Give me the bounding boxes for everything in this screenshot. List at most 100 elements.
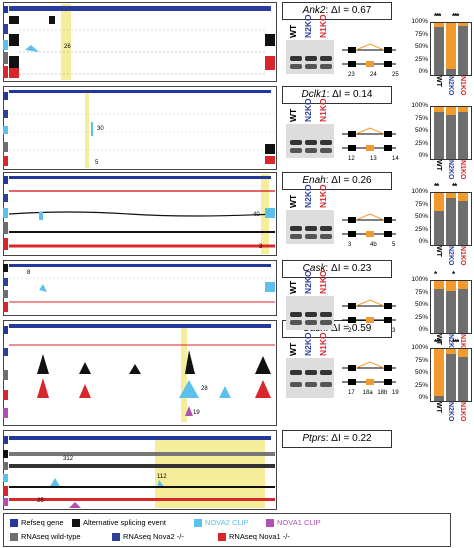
bar-chart xyxy=(430,280,472,334)
exon-label: 13 xyxy=(370,156,377,162)
track-panel-cask-1: 8 xyxy=(3,260,277,316)
panel-title-ptprs: Ptprs: ΔI = 0.22 xyxy=(282,430,392,448)
legend: Refseq gene Alternative splicing event N… xyxy=(3,513,451,547)
exon-diagram: 17 18a 18b 19 xyxy=(342,361,399,396)
bar xyxy=(446,349,456,401)
y-tick-label: 0% xyxy=(418,326,428,333)
peak-label: 112 xyxy=(157,474,167,480)
coverage-tracks xyxy=(9,16,275,78)
exon-label: 3 xyxy=(348,242,352,248)
peak-label: 40 xyxy=(253,212,260,218)
refseq-strip xyxy=(9,6,271,11)
lane-label-wt: WT xyxy=(288,194,298,208)
significance-stars: ** xyxy=(452,182,457,191)
lane-label-n2ko: N2KO xyxy=(303,98,313,122)
x-label-wt: WT xyxy=(435,76,442,87)
y-tick-label: 100% xyxy=(411,344,428,351)
y-tick-label: 50% xyxy=(414,43,428,50)
exon-label: 5 xyxy=(392,242,396,248)
y-tick-label: 0% xyxy=(418,68,428,75)
highlight-band xyxy=(61,4,71,80)
bar xyxy=(446,107,456,159)
y-tick-label: 75% xyxy=(414,200,428,208)
exon-label: 17 xyxy=(348,390,355,396)
bar xyxy=(446,23,456,75)
significance-stars: *** xyxy=(452,12,459,21)
significance-stars: *** xyxy=(452,338,459,347)
peak-label: 25 xyxy=(37,498,44,504)
peak-label: 5 xyxy=(95,160,99,166)
exon-label: 24 xyxy=(370,72,377,78)
y-tick-label: 25% xyxy=(414,225,428,233)
bar xyxy=(458,349,468,401)
significance-stars: * xyxy=(434,270,437,279)
legend-nova2: RNAseq Nova2 -/- xyxy=(112,532,184,541)
lane-label-n1ko: N1KO xyxy=(318,184,328,208)
lane-label-wt: WT xyxy=(288,342,298,356)
peak-label: 3 xyxy=(259,244,263,250)
track-panel-ank2: 26 xyxy=(3,2,277,82)
gel-image xyxy=(286,210,334,244)
bar xyxy=(458,281,468,333)
bar xyxy=(446,193,456,245)
lane-label-n1ko: N1KO xyxy=(318,98,328,122)
peak-label: 312 xyxy=(63,456,74,462)
y-tick-label: 25% xyxy=(414,381,428,389)
legend-alt: Alternative splicing event xyxy=(72,518,166,527)
x-label-n2ko: N2KO xyxy=(447,402,454,422)
panel-title-dclk1: Dclk1: ΔI = 0.14 xyxy=(282,86,392,104)
panel-title-enah: Enah: ΔI = 0.26 xyxy=(282,172,392,190)
legend-refseq: Refseq gene xyxy=(10,518,64,527)
bar-chart xyxy=(430,348,472,402)
significance-stars: *** xyxy=(434,338,441,347)
bar xyxy=(458,193,468,245)
lane-label-n1ko: N1KO xyxy=(318,14,328,38)
lane-label-n2ko: N2KO xyxy=(303,184,313,208)
bar xyxy=(434,107,444,159)
gel-image xyxy=(286,124,334,158)
lane-label-wt: WT xyxy=(288,280,298,294)
exon-label: 3 xyxy=(392,328,396,334)
y-tick-label: 0% xyxy=(418,394,428,401)
significance-stars: ** xyxy=(434,182,439,191)
exon-label: 18b xyxy=(377,390,388,396)
panel-title-ank2: Ank2: ΔI = 0.67 xyxy=(282,2,392,20)
y-tick-label: 25% xyxy=(414,55,428,63)
peak-label: 30 xyxy=(97,126,104,132)
bar xyxy=(458,107,468,159)
y-tick-label: 75% xyxy=(414,356,428,364)
x-label-n1ko: N1KO xyxy=(459,160,466,180)
lane-label-wt: WT xyxy=(288,108,298,122)
x-label-wt: WT xyxy=(435,160,442,171)
gel-image xyxy=(286,296,334,330)
y-tick-label: 75% xyxy=(414,30,428,38)
bar xyxy=(434,281,444,333)
exon-label: 18a xyxy=(363,390,374,396)
lane-label-n2ko: N2KO xyxy=(303,14,313,38)
lane-label-n2ko: N2KO xyxy=(303,332,313,356)
x-label-n1ko: N1KO xyxy=(459,246,466,266)
y-tick-label: 100% xyxy=(411,102,428,109)
track-panel-enah: 40 3 xyxy=(3,172,277,256)
x-label-wt: WT xyxy=(435,246,442,257)
lane-label-n1ko: N1KO xyxy=(318,332,328,356)
track-panel-dclk1: 30 5 xyxy=(3,86,277,170)
y-tick-label: 0% xyxy=(418,238,428,245)
bar-chart xyxy=(430,22,472,76)
gel-image xyxy=(286,358,334,398)
bar xyxy=(434,349,444,401)
x-label-n1ko: N1KO xyxy=(459,402,466,422)
bar xyxy=(434,23,444,75)
legend-nova2clip: NOVA2 CLIP xyxy=(194,518,249,527)
exon-label: 19 xyxy=(392,390,399,396)
gel-image xyxy=(286,40,334,74)
lane-label-n1ko: N1KO xyxy=(318,270,328,294)
exon-label: 14 xyxy=(392,156,399,162)
panel-title-cask-1: Cask: ΔI = 0.23 xyxy=(282,260,392,278)
lane-label-n2ko: N2KO xyxy=(303,270,313,294)
y-tick-label: 50% xyxy=(414,213,428,220)
y-tick-label: 75% xyxy=(414,114,428,122)
track-panel-ptprs: 312 112 25 xyxy=(3,430,277,510)
exon-diagram: 3 4b 5 xyxy=(342,213,396,248)
